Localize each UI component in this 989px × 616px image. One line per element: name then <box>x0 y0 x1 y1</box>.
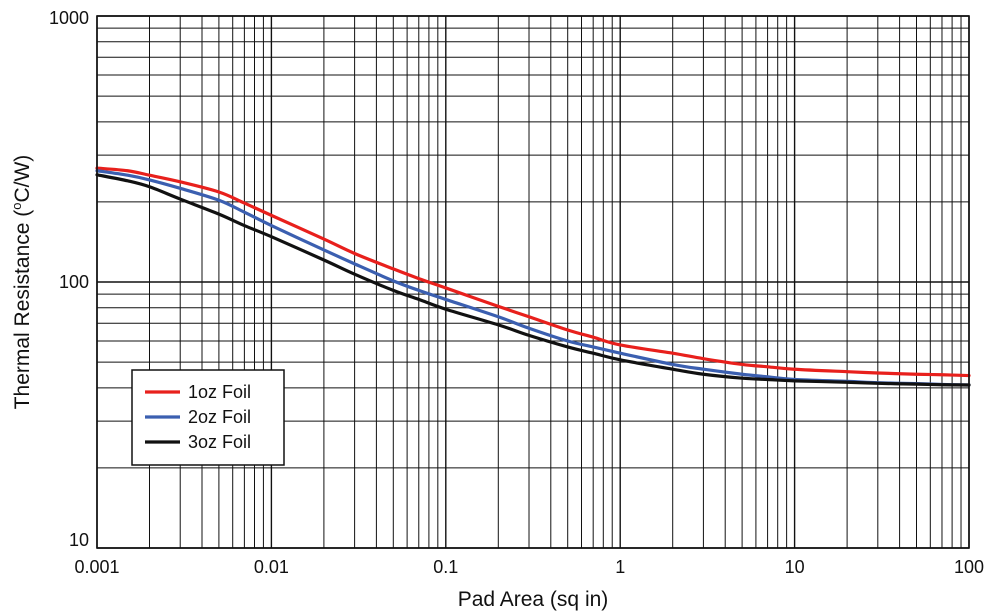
y-tick-label: 10 <box>69 530 89 550</box>
y-axis-title-superscript: o <box>9 203 24 210</box>
x-tick-label: 0.1 <box>433 557 458 577</box>
x-tick-label: 0.01 <box>254 557 289 577</box>
legend-entry-1oz-foil: 1oz Foil <box>145 382 251 402</box>
legend: 1oz Foil 2oz Foil 3oz Foil <box>131 369 285 466</box>
series-line-2oz-foil <box>95 169 971 387</box>
x-tick-label: 1 <box>615 557 625 577</box>
y-tick-label: 1000 <box>49 8 89 28</box>
x-axis-title: Pad Area (sq in) <box>458 588 609 611</box>
grid-layer <box>96 15 970 549</box>
legend-label-1oz-foil: 1oz Foil <box>188 382 251 402</box>
plot-frame <box>96 15 970 549</box>
x-tick-label: 0.001 <box>74 557 119 577</box>
tick-label-layer: 0.001 0.01 0.1 1 10 100 10 100 1000 <box>49 8 984 577</box>
y-axis-title-prefix: Thermal Resistance ( <box>11 210 34 410</box>
legend-label-2oz-foil: 2oz Foil <box>188 407 251 427</box>
series-line-1oz-foil <box>95 166 971 378</box>
y-axis-title: Thermal Resistance (oC/W) <box>9 155 34 410</box>
legend-entry-2oz-foil: 2oz Foil <box>145 407 251 427</box>
x-tick-label: 10 <box>785 557 805 577</box>
y-axis-title-suffix: C/W) <box>11 155 34 203</box>
legend-entry-3oz-foil: 3oz Foil <box>145 432 251 452</box>
x-tick-label: 100 <box>954 557 984 577</box>
legend-label-3oz-foil: 3oz Foil <box>188 432 251 452</box>
series-line-3oz-foil <box>95 173 971 387</box>
y-tick-label: 100 <box>59 272 89 292</box>
series-layer <box>95 166 971 387</box>
